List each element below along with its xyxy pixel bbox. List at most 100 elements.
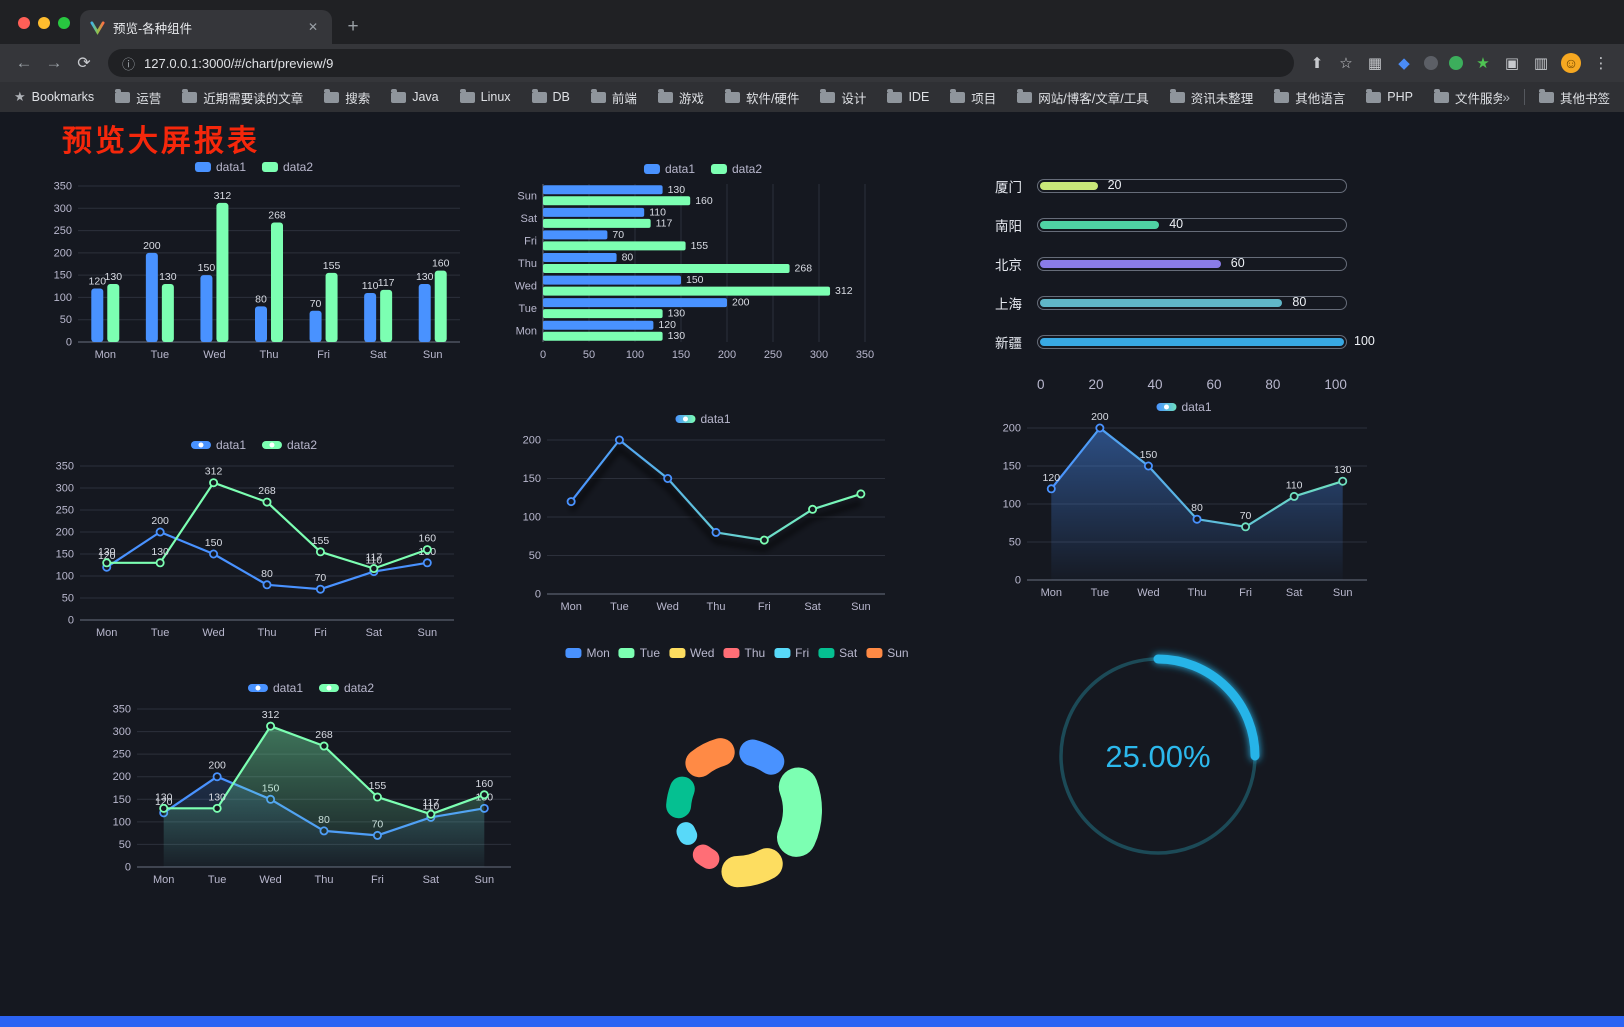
new-tab-button[interactable]: + <box>347 16 359 37</box>
bookmark-folder[interactable]: 游戏 <box>657 88 704 107</box>
axis-tick: 0 <box>1037 377 1045 392</box>
browser-tab[interactable]: 预览-各种组件 ✕ <box>80 10 332 44</box>
svg-text:Sun: Sun <box>517 190 537 202</box>
svg-text:150: 150 <box>198 262 216 274</box>
bookmark-folder[interactable]: 软件/硬件 <box>724 88 799 107</box>
page-title: 预览大屏报表 <box>62 125 260 158</box>
bookmark-folder[interactable]: 其他语言 <box>1274 88 1345 107</box>
legend-item-Sun[interactable]: Sun <box>866 646 909 660</box>
legend-item-Thu[interactable]: Thu <box>723 646 765 660</box>
bookmark-folder[interactable]: Linux <box>459 88 511 104</box>
bookmark-folder[interactable]: Java <box>391 88 439 104</box>
forward-icon[interactable]: → <box>45 53 63 72</box>
svg-text:155: 155 <box>369 780 387 792</box>
svg-text:Thu: Thu <box>260 349 279 361</box>
svg-text:Mon: Mon <box>96 627 117 639</box>
profile-avatar[interactable]: ☺ <box>1561 53 1581 73</box>
progress-track: 100 <box>1037 334 1375 349</box>
area-line-chart-dual[interactable]: data1 data2 0 50 100 150 200 250 300 350 Mon Tue Wed… <box>95 675 527 893</box>
bookmark-folder[interactable]: 文件服务器 <box>1433 88 1502 107</box>
legend-item-data1[interactable]: data1 <box>643 162 695 176</box>
bookmark-star-icon[interactable]: ☆ <box>1339 55 1353 72</box>
bookmark-folder[interactable]: 运营 <box>115 88 161 107</box>
progress-value: 80 <box>1292 294 1307 309</box>
horizontal-bar-chart[interactable]: data1 data2 0 50 100 150 200 250 300 350 Mon Tue Wed… <box>505 156 901 368</box>
menu-icon[interactable]: ⋮ <box>1593 55 1609 72</box>
svg-text:100: 100 <box>626 349 644 361</box>
line-chart-dual[interactable]: data1 data2 0 50 100 150 200 250 300 350 Mon Tue Wed… <box>38 432 470 646</box>
legend-item-data1[interactable]: data1 <box>247 681 303 695</box>
legend-item-data2[interactable]: data2 <box>319 681 374 695</box>
other-bookmarks-folder[interactable]: 其他书签 <box>1538 88 1610 107</box>
site-info-icon[interactable]: ⓘ <box>122 56 136 72</box>
extension-star-icon[interactable]: ★ <box>1476 55 1490 72</box>
svg-text:155: 155 <box>323 260 341 272</box>
bookmark-label: 网站/博客/文章/工具 <box>1038 91 1149 106</box>
bar-chart[interactable]: data1 data2 0 50 100 150 200 250 300 350 Mon Tue Wed… <box>38 154 470 368</box>
svg-text:Tue: Tue <box>151 349 170 361</box>
legend-swatch <box>669 648 686 658</box>
legend-label: Fri <box>795 646 810 660</box>
folder-icon <box>1169 88 1185 103</box>
bookmark-folder[interactable]: IDE <box>887 88 929 104</box>
extension-pin-icon[interactable]: ◆ <box>1398 55 1410 72</box>
bookmark-folder[interactable]: 设计 <box>820 88 866 107</box>
progress-bar-chart[interactable]: 厦门 20 南阳 40 北京 60 上海 80 新疆 100 0 20 40 60 80 100 <box>995 164 1375 399</box>
extension-circle-dark-icon[interactable] <box>1424 56 1438 70</box>
svg-text:130: 130 <box>1334 464 1352 476</box>
extension-circle-green-icon[interactable] <box>1449 56 1463 70</box>
bookmark-folder[interactable]: 资讯未整理 <box>1169 88 1253 107</box>
legend-item-data1[interactable]: data1 <box>675 412 731 426</box>
address-bar[interactable]: ⓘ 127.0.0.1:3000/#/chart/preview/9 <box>108 49 1294 77</box>
svg-text:120: 120 <box>89 276 107 288</box>
svg-text:130: 130 <box>208 791 226 803</box>
reload-icon[interactable]: ⟳ <box>77 55 91 72</box>
bookmarks-root[interactable]: ★ Bookmarks <box>14 89 94 105</box>
legend-item-Tue[interactable]: Tue <box>618 646 660 660</box>
svg-text:0: 0 <box>540 349 546 361</box>
svg-text:70: 70 <box>315 572 327 584</box>
legend-item-data1[interactable]: data1 <box>190 438 246 452</box>
bookmark-folder[interactable]: PHP <box>1366 88 1413 104</box>
bookmark-folder[interactable]: 前端 <box>590 88 637 107</box>
share-icon[interactable]: ⬆ <box>1310 55 1324 72</box>
legend-item-Fri[interactable]: Fri <box>774 646 809 660</box>
bookmark-folder[interactable]: 项目 <box>950 88 996 107</box>
bookmarks-overflow-icon[interactable]: » <box>1502 89 1510 105</box>
svg-text:Thu: Thu <box>258 627 277 639</box>
tab-title: 预览-各种组件 <box>113 21 193 36</box>
legend-item-data1[interactable]: data1 <box>194 160 246 174</box>
donut-chart[interactable]: Mon Tue Wed Thu Fri Sat Sun <box>537 640 937 914</box>
extension-grid-icon[interactable]: ▦ <box>1367 55 1383 72</box>
tab-close-icon[interactable]: ✕ <box>307 20 318 34</box>
legend-label: Sun <box>887 646 909 660</box>
side-panel-icon[interactable]: ▥ <box>1533 55 1549 72</box>
legend-item-data2[interactable]: data2 <box>262 438 317 452</box>
minimize-window-button[interactable] <box>38 17 50 29</box>
legend-item-data1[interactable]: data1 <box>1156 400 1212 414</box>
extensions-puzzle-icon[interactable]: ▣ <box>1504 55 1520 72</box>
progress-fill <box>1040 181 1098 190</box>
svg-text:Sat: Sat <box>423 874 440 886</box>
bookmark-label: 设计 <box>841 91 867 106</box>
svg-text:Wed: Wed <box>657 601 679 613</box>
bookmark-folder[interactable]: DB <box>531 88 570 104</box>
gradient-line-chart[interactable]: data1 0 50 100 150 200 Mon Tue Wed Thu Fri Sat Sun <box>505 406 901 620</box>
legend-item-Sat[interactable]: Sat <box>818 646 857 660</box>
legend-item-Mon[interactable]: Mon <box>565 646 610 660</box>
legend-item-data2[interactable]: data2 <box>262 160 313 174</box>
svg-text:300: 300 <box>810 349 828 361</box>
legend-item-data2[interactable]: data2 <box>711 162 762 176</box>
back-icon[interactable]: ← <box>15 53 33 72</box>
legend-label: Thu <box>744 646 766 660</box>
svg-text:312: 312 <box>835 285 853 297</box>
legend-item-Wed[interactable]: Wed <box>669 646 714 660</box>
svg-text:150: 150 <box>1003 461 1021 473</box>
area-line-chart[interactable]: data1 0 50 100 150 200 Mon Tue Wed Thu Fri Sat Sun 12… <box>985 394 1383 606</box>
gauge-chart[interactable]: 25.00% <box>1038 636 1278 878</box>
close-window-button[interactable] <box>18 17 30 29</box>
fullscreen-window-button[interactable] <box>58 17 70 29</box>
bookmark-folder[interactable]: 网站/博客/文章/工具 <box>1017 88 1149 107</box>
bookmark-folder[interactable]: 近期需要读的文章 <box>182 88 303 107</box>
bookmark-folder[interactable]: 搜索 <box>324 88 370 107</box>
